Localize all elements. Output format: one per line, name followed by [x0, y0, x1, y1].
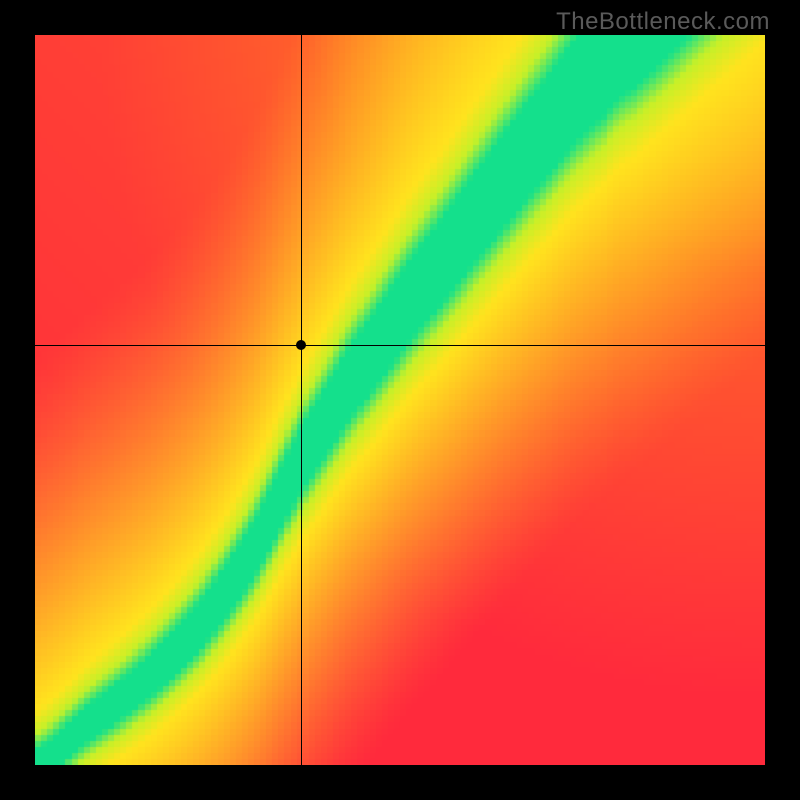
watermark: TheBottleneck.com — [556, 8, 770, 36]
plot-area — [35, 35, 765, 765]
crosshair-marker — [296, 340, 306, 350]
heatmap-canvas — [35, 35, 765, 765]
crosshair-horizontal — [35, 345, 765, 346]
crosshair-vertical — [301, 35, 302, 765]
